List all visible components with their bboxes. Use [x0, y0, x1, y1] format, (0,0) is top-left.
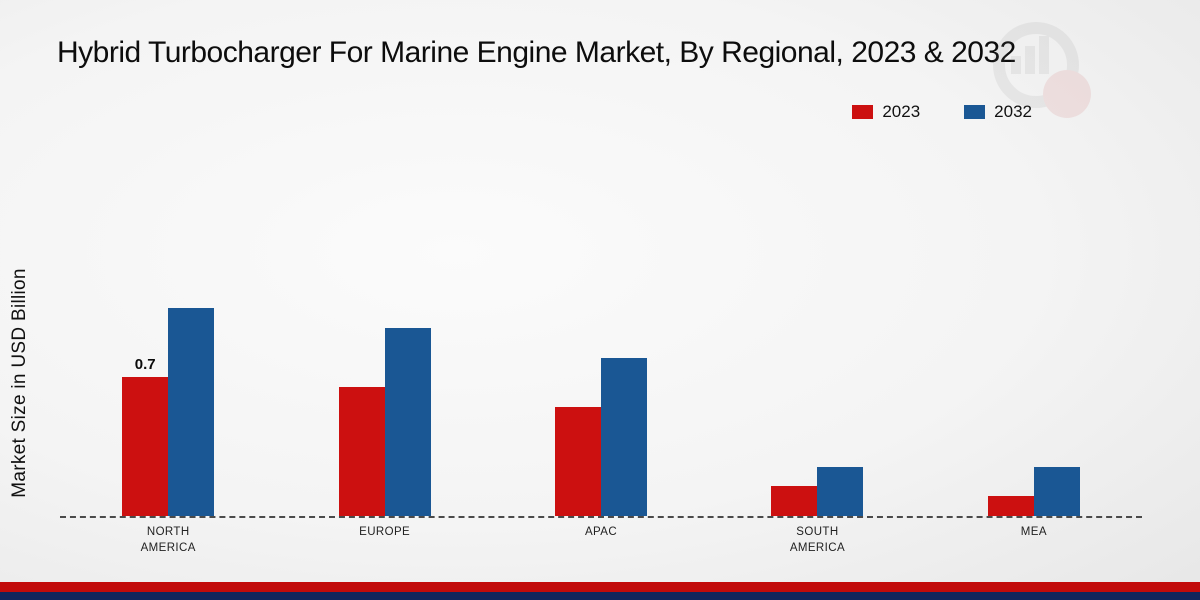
bar-group-europe	[276, 190, 492, 516]
bar-2023-europe	[338, 387, 385, 516]
legend-item-2023: 2023	[852, 102, 920, 122]
bar-group-north-america: 0.7	[60, 190, 276, 516]
legend-label: 2023	[882, 102, 921, 121]
y-axis-label: Market Size in USD Billion	[9, 268, 30, 498]
bar-2032-north-america	[168, 308, 215, 516]
watermark-bar	[1039, 36, 1049, 74]
legend-swatch	[964, 105, 986, 119]
legend-swatch	[852, 105, 874, 119]
x-tick-label-north-america: NORTH AMERICA	[140, 526, 196, 555]
chart-title: Hybrid Turbocharger For Marine Engine Ma…	[57, 36, 1016, 69]
footer-navy-band	[0, 592, 1200, 600]
footer-red-band	[0, 582, 1200, 592]
bar-2032-south-america	[817, 466, 864, 516]
bar-2023-south-america	[771, 486, 818, 516]
plot-area: 0.7	[60, 190, 1142, 518]
x-tick-label-europe: EUROPE	[359, 526, 411, 538]
bar-2023-apac	[555, 407, 602, 516]
bar-group-apac	[493, 190, 709, 516]
legend: 2023 2032	[852, 102, 1032, 122]
watermark-dot	[1043, 70, 1091, 118]
bar-2023-north-america: 0.7	[122, 356, 169, 516]
bar-value-label: 0.7	[134, 356, 156, 374]
bar-group-mea	[926, 190, 1142, 516]
legend-label: 2032	[994, 102, 1032, 121]
x-tick-label-apac: APAC	[584, 526, 618, 538]
x-axis-labels: NORTH AMERICA EUROPE APAC SOUTH AMERICA MEA	[60, 524, 1142, 556]
x-tick-label-south-america: SOUTH AMERICA	[789, 526, 846, 555]
bar-group-south-america	[709, 190, 925, 516]
bar-2032-europe	[384, 327, 431, 516]
watermark-bar	[1025, 46, 1035, 74]
bar-2032-apac	[601, 357, 648, 516]
bar-2023-mea	[987, 496, 1034, 516]
bar-2032-mea	[1033, 466, 1080, 516]
legend-item-2032: 2032	[964, 102, 1032, 122]
x-tick-label-mea: MEA	[1020, 526, 1047, 538]
